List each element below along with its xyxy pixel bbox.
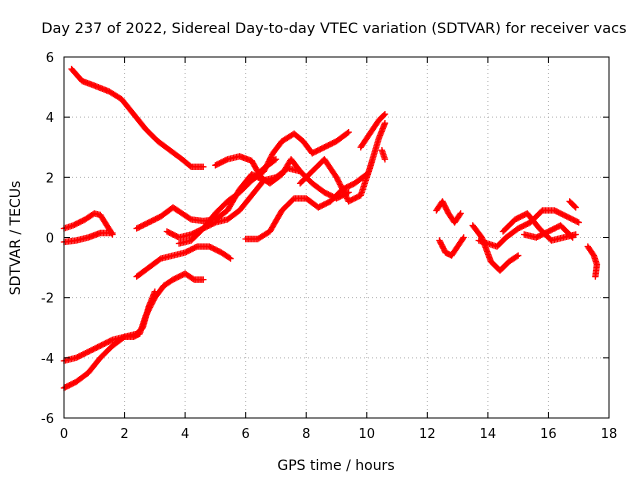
sat-track-11 <box>248 129 352 184</box>
y-tick-label: 4 <box>46 111 54 126</box>
data-point <box>222 156 230 164</box>
data-point <box>333 174 340 181</box>
data-point <box>192 243 200 251</box>
data-point <box>343 193 350 201</box>
data-point <box>457 210 464 217</box>
data-point <box>272 156 280 163</box>
data-point <box>572 231 579 238</box>
sat-track-1 <box>68 65 207 171</box>
data-point <box>341 189 348 197</box>
chart-title: Day 237 of 2022, Sidereal Day-to-day VTE… <box>41 21 626 37</box>
sat-track-22 <box>566 198 579 211</box>
y-tick-label: 2 <box>46 171 54 186</box>
sat-track-19 <box>475 207 582 250</box>
x-tick-label: 12 <box>419 427 436 442</box>
data-point <box>339 186 347 194</box>
data-point <box>186 215 194 222</box>
data-point <box>575 219 582 226</box>
sat-track-16 <box>433 198 464 226</box>
x-tick-label: 14 <box>480 427 497 442</box>
data-point <box>592 273 599 280</box>
x-tick-label: 2 <box>120 427 128 442</box>
data-point <box>571 203 578 210</box>
axis-ticks: 0 2 4 6 8 10 12 14 16 18 -6 -4 -2 0 2 4 6 <box>41 51 617 442</box>
x-tick-label: 10 <box>359 427 376 442</box>
x-tick-label: 6 <box>242 427 250 442</box>
data-point <box>456 211 463 218</box>
data-point <box>460 234 467 241</box>
data-points <box>60 65 601 392</box>
y-tick-label: 0 <box>46 232 54 247</box>
y-axis-label: SDTVAR / TECUs <box>8 181 24 296</box>
y-tick-label: -4 <box>41 352 54 367</box>
data-point <box>381 156 389 163</box>
data-point <box>380 111 388 119</box>
sat-track-14 <box>357 110 389 151</box>
data-point <box>226 254 233 261</box>
sat-track-15 <box>378 147 389 163</box>
x-axis-label: GPS time / hours <box>277 458 394 474</box>
data-point <box>344 129 351 137</box>
sat-track-21 <box>521 222 576 241</box>
x-tick-label: 0 <box>60 427 68 442</box>
data-point <box>340 188 347 195</box>
sat-track-5 <box>60 288 159 392</box>
data-point <box>334 175 341 182</box>
data-point <box>513 253 521 260</box>
sat-track-20 <box>499 210 579 244</box>
data-point <box>568 233 575 240</box>
data-point <box>381 119 389 127</box>
sat-track-2 <box>60 210 116 238</box>
data-point <box>335 178 342 185</box>
data-point <box>200 276 207 283</box>
data-point <box>336 179 343 187</box>
data-point <box>210 219 218 227</box>
data-point <box>459 235 467 242</box>
x-tick-label: 8 <box>302 427 310 442</box>
data-point <box>514 252 522 259</box>
x-tick-label: 16 <box>540 427 557 442</box>
data-point <box>342 192 349 199</box>
data-point <box>200 163 207 171</box>
data-point <box>572 204 579 211</box>
data-point <box>345 129 352 136</box>
data-point <box>109 229 116 237</box>
sat-track-17 <box>436 234 467 259</box>
sat-track-18 <box>469 222 522 274</box>
data-point <box>341 191 349 198</box>
data-point <box>189 275 197 282</box>
data-point <box>589 251 597 258</box>
sat-track-3 <box>60 229 116 246</box>
y-tick-label: -6 <box>41 412 54 427</box>
data-point <box>574 218 581 225</box>
sat-track-6 <box>133 243 234 280</box>
data-point <box>337 182 344 190</box>
y-tick-label: 6 <box>46 51 54 66</box>
data-point <box>569 234 576 241</box>
data-point <box>381 110 389 118</box>
y-tick-label: -2 <box>41 292 54 307</box>
x-tick-label: 18 <box>601 427 618 442</box>
data-point <box>227 255 234 262</box>
data-point <box>334 176 342 184</box>
sat-track-13 <box>296 119 389 205</box>
data-point <box>338 185 346 192</box>
data-point <box>107 337 115 344</box>
data-point <box>338 184 345 191</box>
data-point <box>151 288 159 295</box>
data-point <box>336 181 344 188</box>
sat-track-23 <box>584 243 601 280</box>
x-tick-label: 4 <box>181 427 189 442</box>
